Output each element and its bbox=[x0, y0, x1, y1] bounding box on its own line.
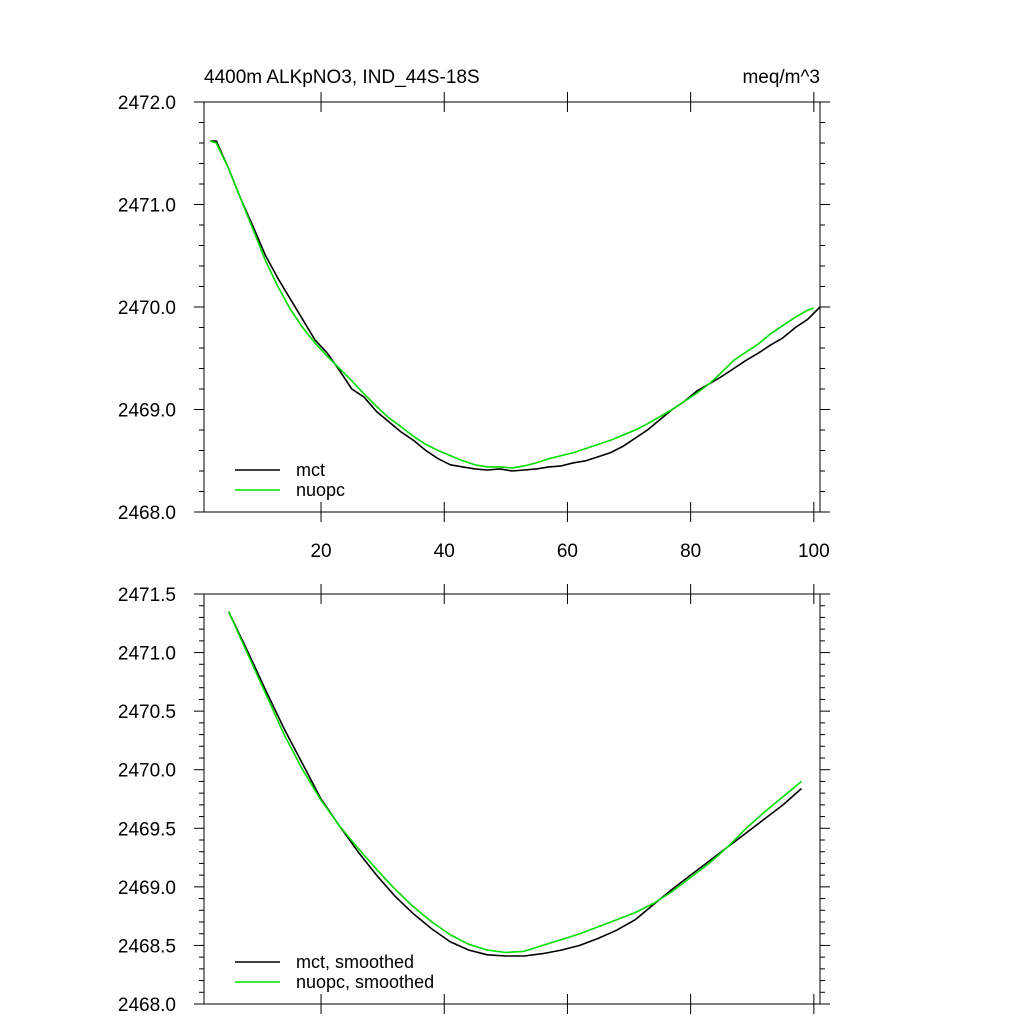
series-line-0 bbox=[227, 611, 803, 957]
plot-frame bbox=[203, 593, 821, 1005]
legend-label: mct bbox=[296, 460, 325, 480]
y-tick-label: 2471.0 bbox=[118, 196, 176, 217]
y-tick-label: 2468.0 bbox=[118, 995, 176, 1016]
chart-title: 4400m ALKpNO3, IND_44S-18S bbox=[204, 67, 480, 88]
y-tick-label: 2468.0 bbox=[118, 503, 176, 524]
y-tick-label: 2471.5 bbox=[118, 585, 176, 606]
units-label: meq/m^3 bbox=[742, 67, 820, 88]
x-tick-label: 40 bbox=[434, 541, 455, 562]
bottom-line-chart: 2468.0 2468.5 2469.0 2469.5 2470.0 2470.5 2471… bbox=[118, 584, 830, 1016]
x-tick-label: 60 bbox=[557, 541, 578, 562]
x-tick-label: 20 bbox=[310, 541, 331, 562]
series-line-1 bbox=[209, 140, 815, 469]
y-tick-label: 2469.0 bbox=[118, 401, 176, 422]
y-tick-label: 2470.0 bbox=[118, 761, 176, 782]
plot-frame bbox=[203, 101, 821, 513]
legend-label: nuopc bbox=[296, 480, 345, 500]
y-tick-label: 2470.0 bbox=[118, 298, 176, 319]
series-line-0 bbox=[210, 140, 821, 472]
legend-label: mct, smoothed bbox=[296, 952, 414, 972]
y-tick-label: 2468.5 bbox=[118, 936, 176, 957]
y-tick-label: 2470.5 bbox=[118, 702, 176, 723]
x-tick-label: 100 bbox=[798, 541, 830, 562]
y-tick-label: 2469.5 bbox=[118, 819, 176, 840]
y-tick-label: 2472.0 bbox=[118, 93, 176, 114]
y-tick-label: 2471.0 bbox=[118, 644, 176, 665]
series-line-1 bbox=[227, 611, 803, 954]
x-tick-label: 80 bbox=[680, 541, 701, 562]
y-tick-label: 2469.0 bbox=[118, 878, 176, 899]
top-line-chart: 20 40 60 80 100 2468.0 2469.0 2470.0 2471.0 2472.… bbox=[118, 92, 830, 562]
legend-label: nuopc, smoothed bbox=[296, 972, 434, 992]
